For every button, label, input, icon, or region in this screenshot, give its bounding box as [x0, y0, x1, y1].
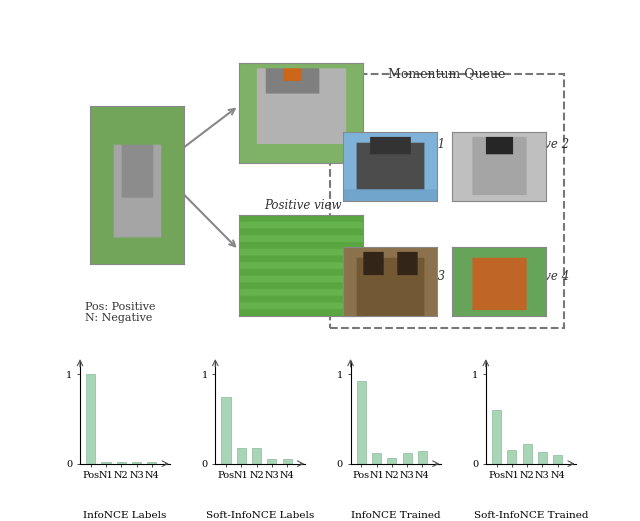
- Title: Soft-InfoNCE Labels: Soft-InfoNCE Labels: [206, 511, 314, 519]
- Title: InfoNCE Labels: InfoNCE Labels: [83, 511, 167, 519]
- Bar: [86, 374, 95, 464]
- Bar: [101, 462, 111, 464]
- Bar: [387, 458, 396, 464]
- Bar: [418, 451, 427, 464]
- Bar: [252, 448, 261, 464]
- Title: Soft-InfoNCE Trained: Soft-InfoNCE Trained: [474, 511, 588, 519]
- Text: Negative 3: Negative 3: [380, 270, 445, 283]
- Bar: [282, 459, 292, 464]
- Bar: [492, 410, 501, 464]
- Bar: [538, 452, 547, 464]
- Bar: [522, 444, 532, 464]
- Bar: [237, 448, 246, 464]
- Title: InfoNCE Trained: InfoNCE Trained: [351, 511, 440, 519]
- Bar: [132, 462, 141, 464]
- Text: Anchor view: Anchor view: [266, 81, 340, 94]
- Bar: [147, 462, 156, 464]
- Bar: [372, 453, 381, 464]
- Bar: [221, 396, 230, 464]
- Text: Negative 4: Negative 4: [504, 270, 569, 283]
- Bar: [268, 459, 276, 464]
- Text: Momentum Queue: Momentum Queue: [388, 67, 506, 80]
- Bar: [553, 455, 563, 464]
- Text: Negative 1: Negative 1: [380, 138, 445, 151]
- Bar: [356, 381, 366, 464]
- Bar: [116, 462, 126, 464]
- Bar: [508, 450, 516, 464]
- Bar: [403, 453, 412, 464]
- Text: Pos: Positive
N: Negative: Pos: Positive N: Negative: [85, 302, 156, 324]
- Text: Negative 2: Negative 2: [504, 138, 569, 151]
- Text: Positive view: Positive view: [264, 200, 342, 213]
